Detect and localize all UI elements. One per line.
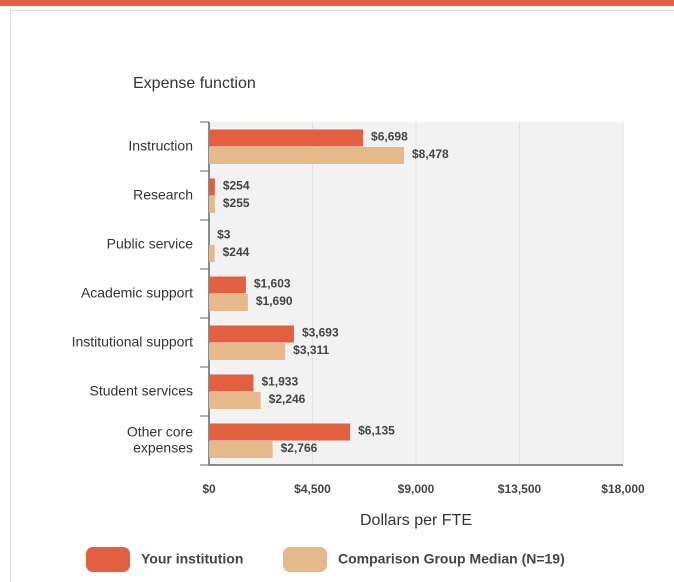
value-label: $255 xyxy=(223,196,250,210)
bar xyxy=(209,325,294,343)
bar xyxy=(209,441,273,458)
bar xyxy=(209,276,246,294)
y-tick-label: Academic support xyxy=(81,284,193,300)
y-tick-label-line: expenses xyxy=(133,439,193,455)
bar xyxy=(209,392,261,409)
top-bar xyxy=(0,0,674,6)
value-label: $1,603 xyxy=(254,277,291,291)
bar xyxy=(209,374,254,392)
legend-label: Comparison Group Median (N=19) xyxy=(338,551,565,567)
y-tick-label-line: Institutional support xyxy=(72,333,194,349)
x-tick-label: $4,500 xyxy=(294,482,331,496)
value-label: $2,766 xyxy=(281,441,318,455)
y-tick-label-line: Academic support xyxy=(81,284,193,300)
bar xyxy=(209,343,286,360)
bar xyxy=(209,129,364,147)
x-tick-label: $18,000 xyxy=(601,482,645,496)
y-tick-label-line: Student services xyxy=(90,382,194,398)
value-label: $6,135 xyxy=(358,424,395,438)
bar xyxy=(209,245,215,262)
legend-label: Your institution xyxy=(141,551,243,567)
value-label: $3,311 xyxy=(293,343,329,357)
y-tick-label: Public service xyxy=(107,235,194,251)
value-label: $1,690 xyxy=(256,294,293,308)
bar xyxy=(209,294,248,311)
x-tick-label: $9,000 xyxy=(398,482,435,496)
x-axis-title: Dollars per FTE xyxy=(360,512,472,529)
y-tick-label: Instruction xyxy=(128,137,193,153)
y-tick-label-line: Public service xyxy=(107,235,194,251)
value-label: $8,478 xyxy=(412,147,449,161)
value-label: $3 xyxy=(217,228,231,242)
bar xyxy=(209,423,351,441)
y-tick-label-line: Other core xyxy=(127,423,193,439)
y-tick-label-line: Instruction xyxy=(128,137,193,153)
legend-swatch xyxy=(86,547,130,572)
x-tick-label: $13,500 xyxy=(498,482,542,496)
y-tick-label: Institutional support xyxy=(72,333,194,349)
bar xyxy=(209,147,404,164)
value-label: $3,693 xyxy=(302,326,339,340)
legend-swatch xyxy=(283,547,327,572)
bar xyxy=(209,178,215,196)
value-label: $1,933 xyxy=(261,375,298,389)
card xyxy=(10,10,674,582)
value-label: $254 xyxy=(223,179,250,193)
y-tick-label: Other core expenses xyxy=(127,423,193,455)
value-label: $2,246 xyxy=(269,392,306,406)
x-tick-label: $0 xyxy=(202,482,216,496)
value-label: $6,698 xyxy=(371,130,408,144)
y-tick-label: Research xyxy=(133,186,193,202)
y-tick-label-line: Research xyxy=(133,186,193,202)
y-tick-label: Student services xyxy=(90,382,194,398)
bar xyxy=(209,196,215,213)
y-axis-title: Expense function xyxy=(133,75,256,92)
value-label: $244 xyxy=(223,245,250,259)
